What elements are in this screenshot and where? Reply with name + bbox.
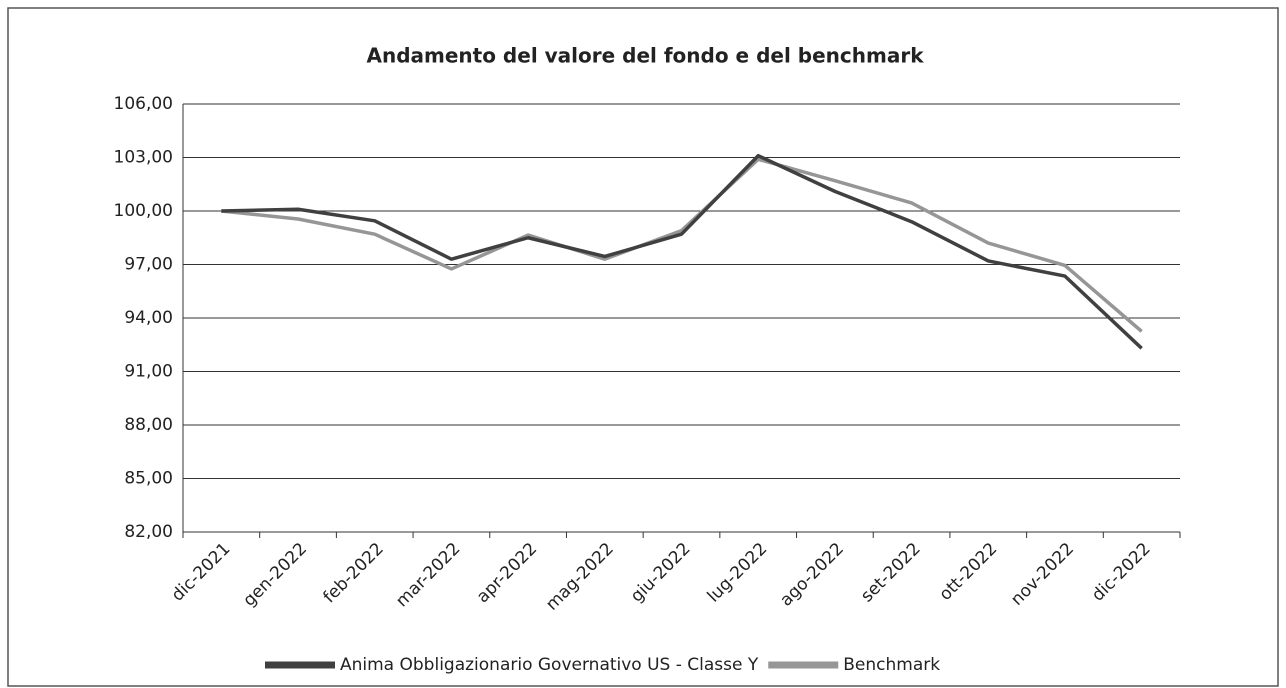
y-tick-label: 97,00: [124, 255, 173, 275]
y-tick-label: 94,00: [124, 308, 173, 328]
legend-label: Anima Obbligazionario Governativo US - C…: [340, 655, 759, 675]
chart-title: Andamento del valore del fondo e del ben…: [367, 44, 925, 68]
y-tick-label: 100,00: [114, 201, 173, 221]
series-line: [221, 153, 1143, 350]
y-tick-label: 88,00: [124, 415, 173, 435]
y-tick-label: 82,00: [124, 522, 173, 542]
series-line: [221, 157, 1143, 333]
legend-label: Benchmark: [843, 655, 940, 675]
y-tick-label: 91,00: [124, 362, 173, 382]
y-tick-label: 103,00: [114, 148, 173, 168]
chart-border: [7, 7, 1279, 687]
y-tick-label: 106,00: [114, 94, 173, 114]
y-tick-label: 85,00: [124, 469, 173, 489]
